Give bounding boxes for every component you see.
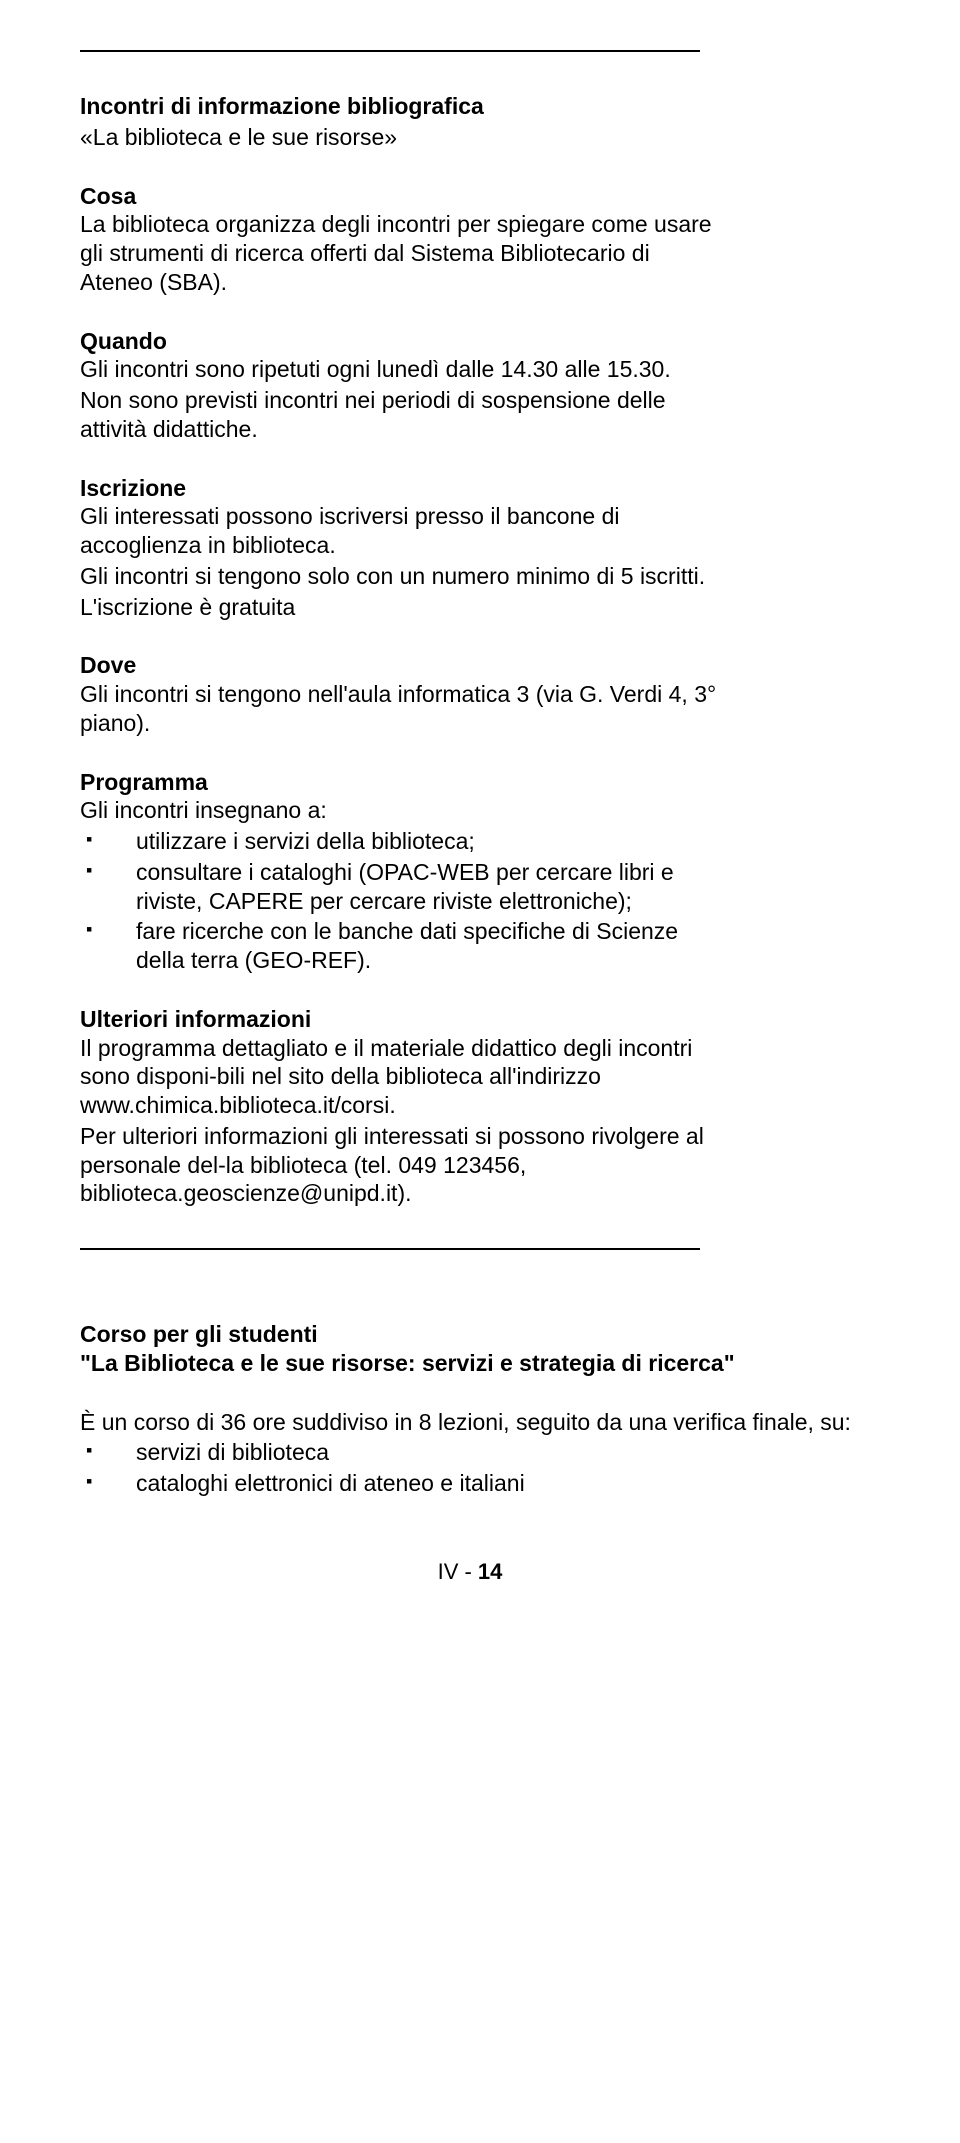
course-title: Corso per gli studenti xyxy=(80,1320,860,1349)
text-ulteriori-2: Per ulteriori informazioni gli interessa… xyxy=(80,1122,720,1208)
list-item: fare ricerche con le banche dati specifi… xyxy=(80,917,720,975)
heading-cosa: Cosa xyxy=(80,182,720,211)
heading-ulteriori: Ulteriori informazioni xyxy=(80,1005,720,1034)
main-subtitle: «La biblioteca e le sue risorse» xyxy=(80,123,720,152)
text-cosa: La biblioteca organizza degli incontri p… xyxy=(80,210,720,296)
footer-page-number: 14 xyxy=(478,1559,502,1584)
heading-programma: Programma xyxy=(80,768,720,797)
list-item: utilizzare i servizi della biblioteca; xyxy=(80,827,720,856)
text-dove: Gli incontri si tengono nell'aula inform… xyxy=(80,680,720,738)
heading-iscrizione: Iscrizione xyxy=(80,474,720,503)
course-subtitle: "La Biblioteca e le sue risorse: servizi… xyxy=(80,1349,860,1378)
course-list: servizi di biblioteca cataloghi elettron… xyxy=(80,1438,860,1498)
footer-prefix: IV - xyxy=(438,1559,478,1584)
heading-quando: Quando xyxy=(80,327,720,356)
document-body: Incontri di informazione bibliografica «… xyxy=(80,92,720,1208)
main-title: Incontri di informazione bibliografica xyxy=(80,92,720,121)
page-footer: IV - 14 xyxy=(80,1558,860,1586)
text-iscrizione-1: Gli interessati possono iscriversi press… xyxy=(80,502,720,560)
course-section: Corso per gli studenti "La Biblioteca e … xyxy=(80,1320,860,1498)
programma-list: utilizzare i servizi della biblioteca; c… xyxy=(80,827,720,975)
text-quando-1: Gli incontri sono ripetuti ogni lunedì d… xyxy=(80,355,720,384)
list-item: consultare i cataloghi (OPAC-WEB per cer… xyxy=(80,858,720,916)
list-item: servizi di biblioteca xyxy=(80,1438,860,1467)
text-iscrizione-3: L'iscrizione è gratuita xyxy=(80,593,720,622)
list-item: cataloghi elettronici di ateneo e italia… xyxy=(80,1469,860,1498)
top-divider xyxy=(80,50,700,52)
heading-dove: Dove xyxy=(80,651,720,680)
text-quando-2: Non sono previsti incontri nei periodi d… xyxy=(80,386,720,444)
bottom-divider xyxy=(80,1248,700,1250)
text-programma-intro: Gli incontri insegnano a: xyxy=(80,796,720,825)
course-intro: È un corso di 36 ore suddiviso in 8 lezi… xyxy=(80,1408,860,1437)
text-ulteriori-1: Il programma dettagliato e il materiale … xyxy=(80,1034,720,1120)
text-iscrizione-2: Gli incontri si tengono solo con un nume… xyxy=(80,562,720,591)
